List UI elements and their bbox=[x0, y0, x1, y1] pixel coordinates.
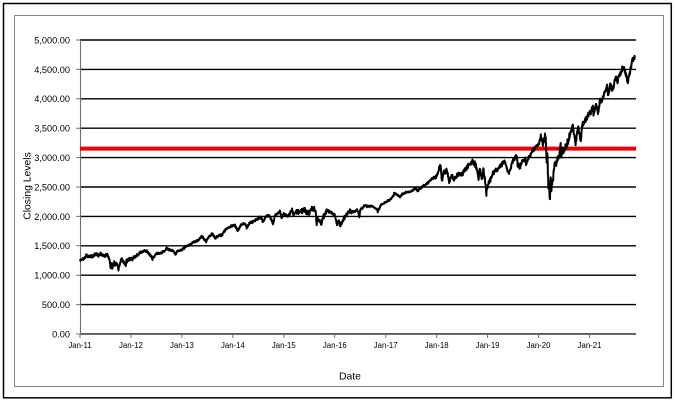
svg-text:Jan-19: Jan-19 bbox=[476, 341, 500, 350]
svg-text:Jan-11: Jan-11 bbox=[68, 341, 91, 350]
svg-text:4,500.00: 4,500.00 bbox=[34, 65, 70, 75]
svg-text:Jan-18: Jan-18 bbox=[425, 341, 449, 350]
svg-text:5,000.00: 5,000.00 bbox=[34, 35, 70, 45]
svg-text:0.00: 0.00 bbox=[52, 329, 70, 339]
svg-text:Jan-20: Jan-20 bbox=[527, 341, 552, 350]
svg-text:3,000.00: 3,000.00 bbox=[34, 153, 70, 163]
svg-text:Jan-16: Jan-16 bbox=[323, 341, 347, 350]
svg-text:Jan-17: Jan-17 bbox=[374, 341, 398, 350]
svg-text:2,500.00: 2,500.00 bbox=[34, 182, 70, 192]
svg-text:3,500.00: 3,500.00 bbox=[34, 124, 70, 134]
svg-text:Date: Date bbox=[339, 372, 361, 383]
svg-text:500.00: 500.00 bbox=[42, 300, 70, 310]
svg-text:1,000.00: 1,000.00 bbox=[34, 271, 70, 281]
svg-text:1,500.00: 1,500.00 bbox=[34, 241, 70, 251]
svg-text:Jan-13: Jan-13 bbox=[170, 341, 194, 350]
svg-text:Jan-21: Jan-21 bbox=[578, 341, 602, 350]
svg-text:4,000.00: 4,000.00 bbox=[34, 94, 70, 104]
svg-text:Jan-14: Jan-14 bbox=[221, 341, 246, 350]
svg-text:Jan-12: Jan-12 bbox=[119, 341, 143, 350]
svg-text:Jan-15: Jan-15 bbox=[272, 341, 297, 350]
svg-text:2,000.00: 2,000.00 bbox=[34, 212, 70, 222]
svg-text:Closing Levels: Closing Levels bbox=[23, 152, 34, 220]
